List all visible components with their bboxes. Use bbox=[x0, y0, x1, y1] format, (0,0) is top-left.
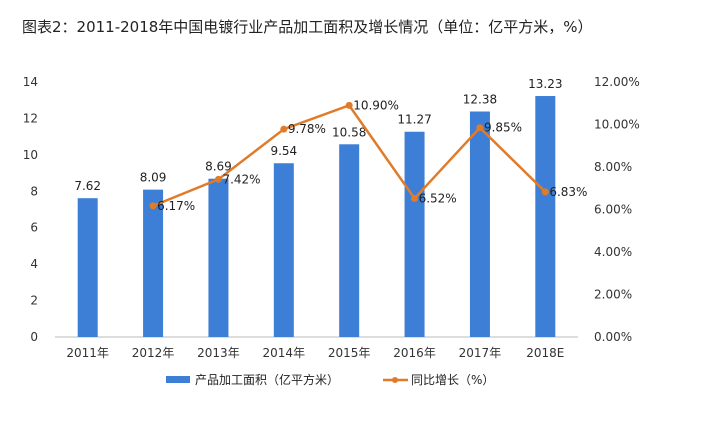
bar-data-label: 13.23 bbox=[528, 77, 562, 91]
y-right-tick-label: 8.00% bbox=[594, 160, 632, 174]
line-point bbox=[411, 194, 419, 202]
y-left-tick-label: 4 bbox=[30, 257, 38, 271]
y-right-tick-label: 6.00% bbox=[594, 203, 632, 217]
bar-data-label: 7.62 bbox=[74, 179, 101, 193]
bar bbox=[404, 131, 425, 337]
y-left-tick-label: 14 bbox=[23, 75, 38, 89]
x-tick-label: 2018E bbox=[526, 346, 564, 360]
x-tick-label: 2013年 bbox=[197, 346, 240, 360]
bar-data-label: 10.58 bbox=[332, 125, 366, 139]
x-tick-label: 2015年 bbox=[328, 346, 371, 360]
y-right-tick-label: 10.00% bbox=[594, 118, 640, 132]
chart-title: 图表2：2011-2018年中国电镀行业产品加工面积及增长情况（单位：亿平方米，… bbox=[22, 18, 593, 36]
bar bbox=[339, 144, 360, 337]
y-right-tick-label: 0.00% bbox=[594, 330, 632, 344]
legend-bar-label: 产品加工面积（亿平方米） bbox=[195, 372, 339, 387]
bar-data-label: 11.27 bbox=[397, 113, 431, 127]
legend-bar-swatch bbox=[166, 376, 190, 383]
x-tick-label: 2017年 bbox=[459, 346, 502, 360]
legend-line-label: 同比增长（%） bbox=[411, 373, 494, 387]
y-left-tick-label: 6 bbox=[30, 221, 38, 235]
line-point bbox=[541, 188, 549, 196]
line-point bbox=[214, 175, 222, 183]
line-data-label: 10.90% bbox=[353, 98, 399, 112]
bar-data-label: 12.38 bbox=[463, 93, 497, 107]
line-data-label: 7.42% bbox=[222, 172, 260, 186]
x-tick-label: 2012年 bbox=[132, 346, 175, 360]
y-right-tick-label: 4.00% bbox=[594, 245, 632, 259]
x-tick-label: 2014年 bbox=[263, 346, 306, 360]
bar bbox=[143, 189, 164, 337]
line-data-label: 6.52% bbox=[419, 191, 457, 205]
x-tick-label: 2016年 bbox=[393, 346, 436, 360]
y-left-tick-label: 0 bbox=[30, 330, 38, 344]
bar bbox=[469, 111, 490, 337]
line-point bbox=[476, 124, 484, 132]
bar bbox=[535, 96, 556, 338]
bar-data-label: 9.54 bbox=[270, 144, 297, 158]
y-left-tick-label: 8 bbox=[30, 184, 38, 198]
line-point bbox=[280, 125, 288, 133]
bar bbox=[208, 178, 229, 337]
line-data-label: 9.85% bbox=[484, 121, 522, 135]
x-tick-label: 2011年 bbox=[66, 346, 109, 360]
bar bbox=[77, 198, 98, 337]
bar-data-label: 8.69 bbox=[205, 160, 232, 174]
line-data-label: 6.17% bbox=[157, 199, 195, 213]
legend-line-marker bbox=[392, 377, 398, 383]
y-left-tick-label: 2 bbox=[30, 294, 38, 308]
y-right-tick-label: 12.00% bbox=[594, 75, 640, 89]
y-right-tick-label: 2.00% bbox=[594, 288, 632, 302]
line-point bbox=[149, 202, 157, 210]
line-data-label: 9.78% bbox=[288, 122, 326, 136]
line-point bbox=[345, 101, 353, 109]
bar bbox=[273, 163, 294, 337]
bar-data-label: 8.09 bbox=[140, 171, 167, 185]
y-left-tick-label: 12 bbox=[23, 111, 38, 125]
line-data-label: 6.83% bbox=[549, 185, 587, 199]
y-left-tick-label: 10 bbox=[23, 148, 38, 162]
